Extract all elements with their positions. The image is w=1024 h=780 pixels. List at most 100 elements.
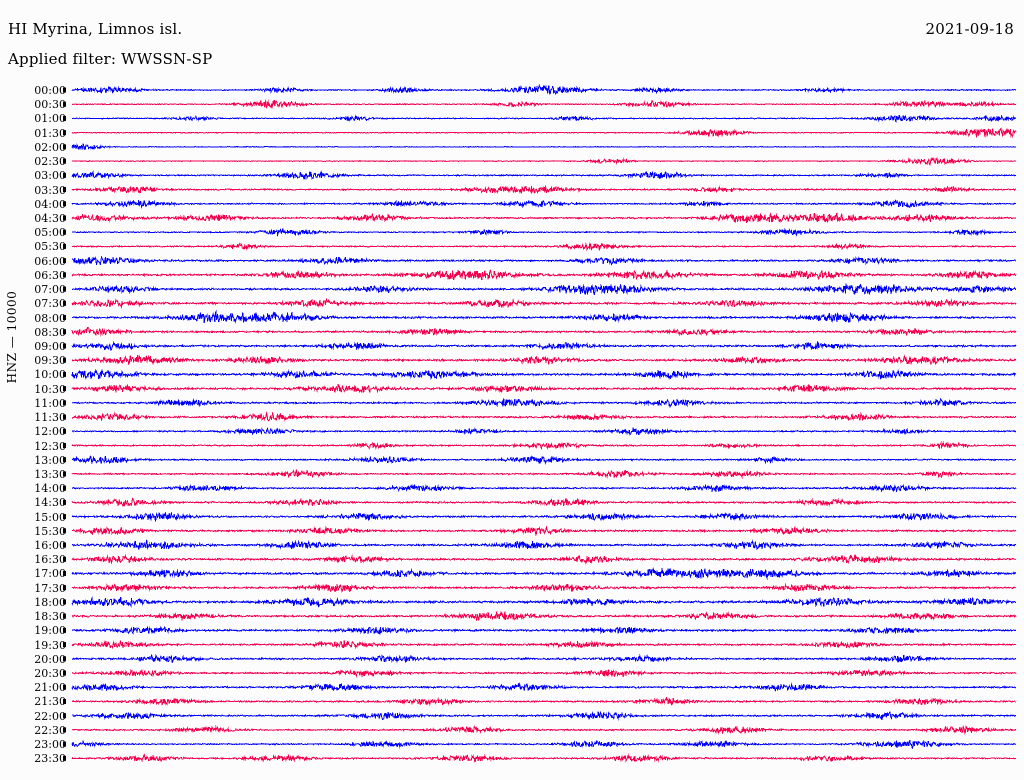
row-tick xyxy=(63,727,66,733)
seismic-trace xyxy=(71,411,1017,422)
row-tick xyxy=(63,485,66,491)
seismic-trace xyxy=(71,384,1017,394)
time-label: 15:00 xyxy=(34,510,66,524)
time-label: 04:30 xyxy=(34,211,66,225)
time-label: 13:30 xyxy=(34,467,66,481)
time-label: 21:30 xyxy=(34,695,66,709)
seismic-trace xyxy=(71,596,1017,609)
time-label: 00:00 xyxy=(34,84,66,97)
row-tick xyxy=(63,158,66,164)
seismic-trace xyxy=(71,199,1017,209)
time-label: 13:00 xyxy=(34,453,66,467)
applied-filter-label: Applied filter: WWSSN-SP xyxy=(8,50,213,68)
time-label: 15:30 xyxy=(34,524,66,538)
time-label: 17:00 xyxy=(34,567,66,581)
seismic-trace xyxy=(71,455,1017,465)
time-label: 21:00 xyxy=(34,681,66,695)
seismic-trace xyxy=(71,724,1017,735)
seismic-trace xyxy=(71,566,1017,581)
seismic-trace xyxy=(71,497,1017,508)
time-label: 16:00 xyxy=(34,539,66,553)
row-tick xyxy=(63,499,66,505)
row-tick xyxy=(63,443,66,448)
row-tick xyxy=(63,101,66,107)
row-tick xyxy=(63,741,66,747)
time-label: 14:30 xyxy=(34,496,66,510)
seismic-trace xyxy=(71,283,1017,296)
time-label: 22:00 xyxy=(34,709,66,723)
seismic-trace xyxy=(71,483,1017,493)
row-tick xyxy=(63,144,66,150)
row-tick xyxy=(63,556,66,562)
row-tick xyxy=(63,272,66,278)
time-label: 02:00 xyxy=(34,140,66,154)
seismic-trace xyxy=(71,241,1017,252)
time-label: 14:00 xyxy=(34,482,66,496)
row-tick xyxy=(63,172,66,178)
time-label: 07:00 xyxy=(34,283,66,297)
seismic-trace xyxy=(71,539,1017,550)
seismic-trace xyxy=(71,99,1017,109)
seismic-trace xyxy=(71,170,1017,181)
time-label: 09:00 xyxy=(34,339,66,353)
time-label: 07:30 xyxy=(34,297,66,311)
row-tick xyxy=(63,570,66,576)
time-axis-labels: 00:00 00:30 01:00 01:30 02:00 02:30 03:00 03:30… xyxy=(20,0,66,780)
time-label: 20:30 xyxy=(34,667,66,681)
seismic-trace xyxy=(71,255,1017,266)
time-label: 01:30 xyxy=(34,126,66,140)
row-tick xyxy=(63,357,66,363)
seismic-trace xyxy=(71,368,1017,381)
seismic-trace xyxy=(71,669,1017,678)
row-tick xyxy=(63,613,66,619)
row-tick xyxy=(63,656,66,662)
seismic-trace xyxy=(71,268,1017,281)
seismic-trace xyxy=(71,427,1017,436)
time-label: 12:30 xyxy=(34,439,66,453)
time-label: 16:30 xyxy=(34,553,66,567)
row-tick xyxy=(63,286,66,292)
row-tick xyxy=(63,457,66,463)
row-tick xyxy=(63,698,66,704)
seismic-trace xyxy=(71,440,1017,450)
seismic-trace xyxy=(71,310,1017,324)
seismic-trace xyxy=(71,582,1017,593)
row-tick xyxy=(63,599,66,605)
time-label: 20:00 xyxy=(34,652,66,666)
seismic-trace xyxy=(71,554,1017,565)
row-tick xyxy=(63,627,66,633)
row-tick xyxy=(63,201,66,207)
seismic-trace xyxy=(71,710,1017,721)
seismic-trace xyxy=(71,469,1017,479)
row-tick xyxy=(63,684,66,690)
time-label: 06:00 xyxy=(34,254,66,268)
row-tick xyxy=(63,229,66,235)
time-label: 04:00 xyxy=(34,197,66,211)
row-tick xyxy=(63,514,66,520)
seismic-trace xyxy=(71,127,1017,139)
row-tick xyxy=(63,642,66,648)
record-date: 2021-09-18 xyxy=(925,20,1014,38)
row-tick xyxy=(63,542,66,548)
time-label: 19:00 xyxy=(34,624,66,638)
time-label: 11:30 xyxy=(34,411,66,425)
seismic-trace xyxy=(71,297,1017,309)
seismic-trace xyxy=(71,753,1017,763)
row-tick xyxy=(63,670,66,676)
row-tick xyxy=(63,414,66,420)
row-tick xyxy=(63,87,66,93)
time-label: 03:30 xyxy=(34,183,66,197)
seismic-trace xyxy=(71,525,1017,537)
row-tick xyxy=(63,300,66,306)
time-label: 23:30 xyxy=(34,752,66,766)
time-label: 19:30 xyxy=(34,638,66,652)
seismic-trace xyxy=(71,739,1017,750)
seismic-trace xyxy=(71,185,1017,195)
time-label: 23:00 xyxy=(34,738,66,752)
row-tick xyxy=(63,315,66,321)
time-label: 11:00 xyxy=(34,396,66,410)
time-label: 08:30 xyxy=(34,325,66,339)
seismic-trace xyxy=(71,114,1017,123)
